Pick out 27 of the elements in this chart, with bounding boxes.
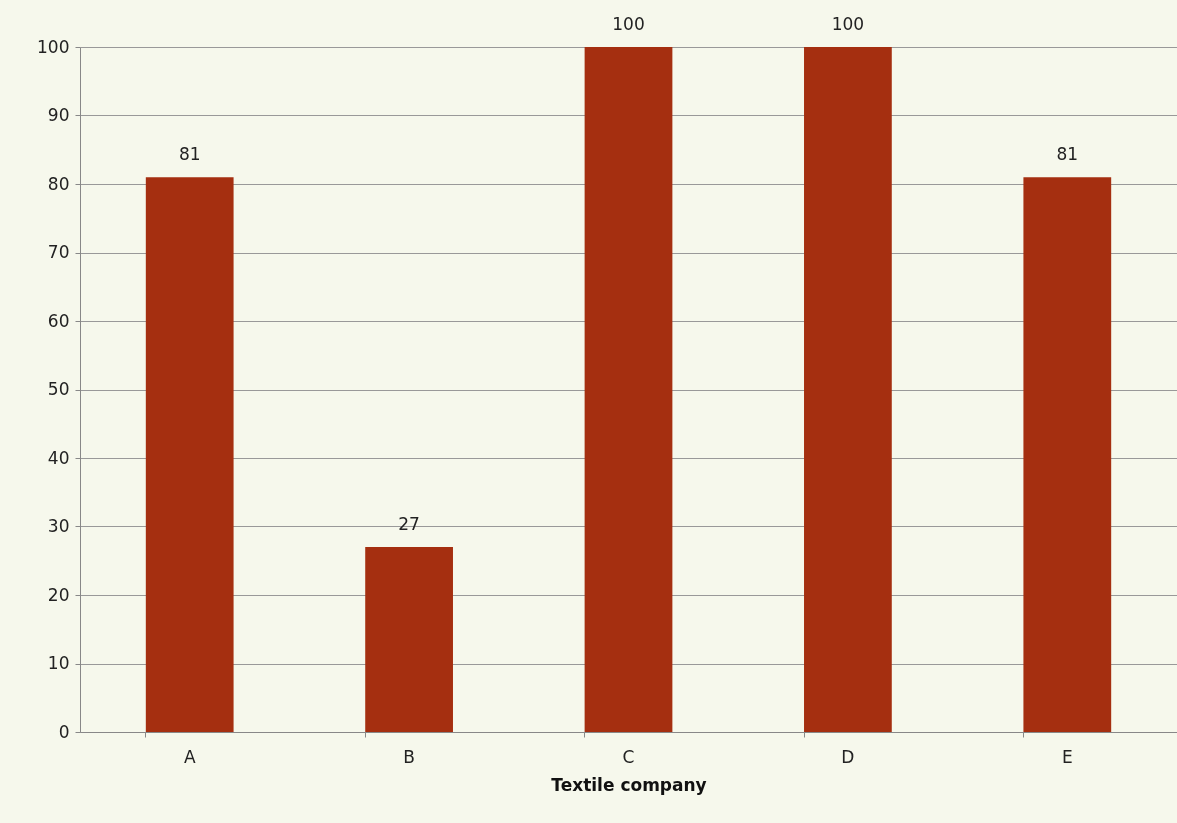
y-tick-label: 20	[47, 584, 70, 605]
x-axis-title: Textile company	[551, 774, 707, 795]
bar	[145, 177, 234, 732]
bar	[1023, 177, 1112, 732]
y-tick-label: 30	[47, 516, 70, 536]
y-tick-label: 80	[47, 173, 70, 194]
y-tick-label: 70	[47, 242, 70, 262]
data-label: 81	[1056, 144, 1079, 165]
bar	[804, 47, 892, 732]
x-tick-label: B	[403, 746, 415, 767]
y-tick-label: 60	[47, 310, 70, 331]
bar	[365, 547, 453, 732]
bar	[584, 47, 673, 732]
data-label: 100	[831, 14, 865, 34]
data-label: 100	[612, 14, 645, 34]
y-tick-label: 10	[47, 653, 70, 673]
x-tick-label: C	[622, 746, 635, 767]
data-label: 81	[178, 144, 201, 165]
x-tick-label: E	[1061, 746, 1073, 767]
y-tick-label: 50	[47, 379, 70, 399]
y-tick-label: 0	[58, 721, 70, 742]
y-tick-label: 100	[37, 36, 70, 57]
data-label: 27	[398, 514, 420, 535]
y-tick-label: 40	[47, 447, 70, 468]
x-tick-label: D	[841, 746, 855, 767]
y-tick-label: 90	[47, 105, 70, 125]
x-tick-label: A	[183, 746, 196, 767]
